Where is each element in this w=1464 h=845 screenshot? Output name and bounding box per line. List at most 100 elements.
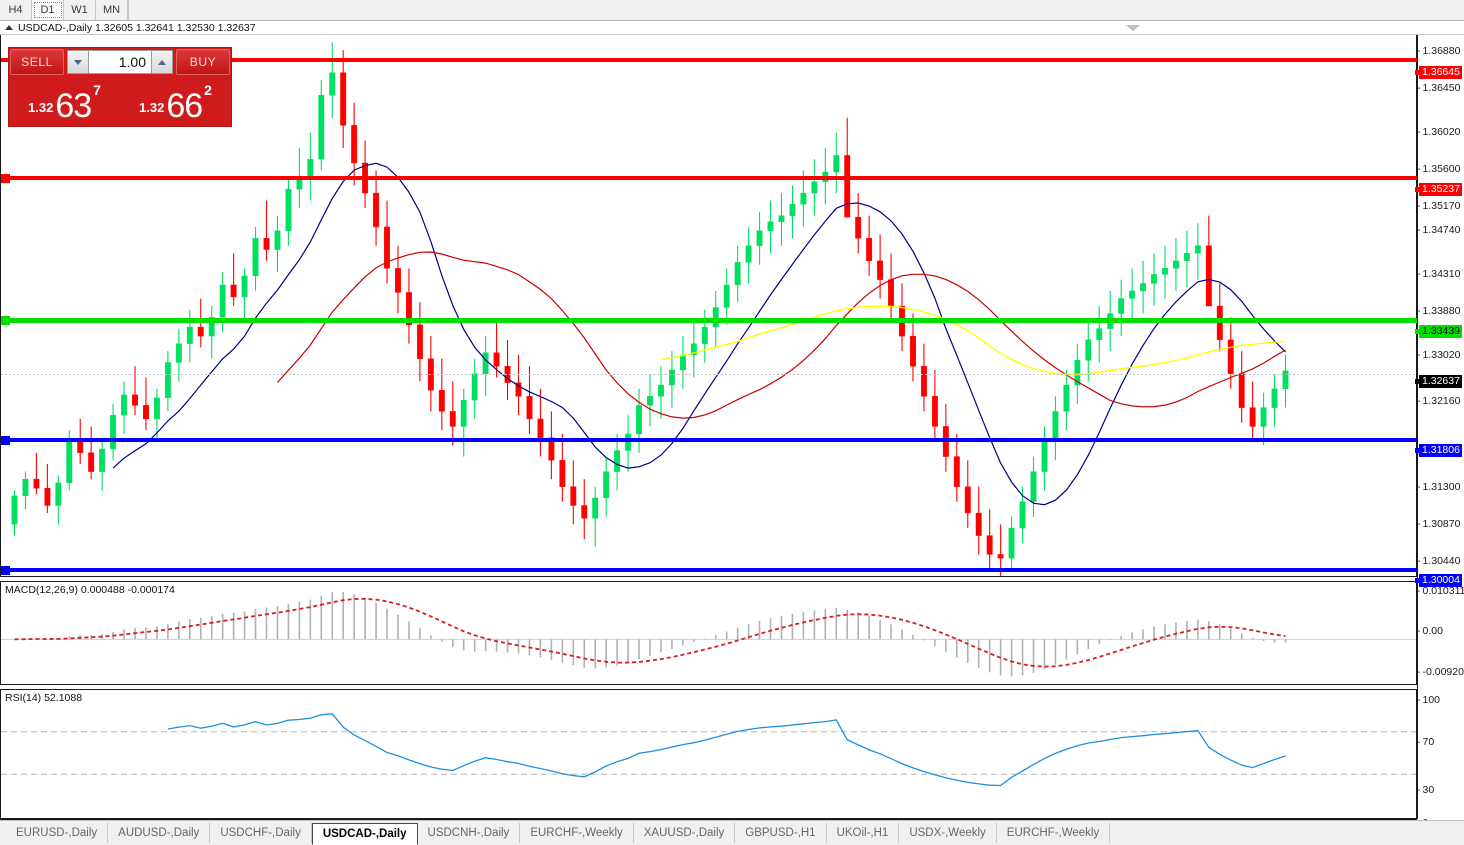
- level-marker-icon: [1415, 70, 1420, 75]
- candle-body: [186, 326, 193, 344]
- macd-indicator-pane[interactable]: MACD(12,26,9) 0.000488 -0.000174: [0, 581, 1417, 685]
- volume-stepper[interactable]: 1.00: [67, 50, 173, 74]
- one-click-trading-panel[interactable]: SELL 1.00 BUY 1.32 63: [8, 47, 232, 127]
- buy-button[interactable]: BUY: [176, 49, 230, 75]
- chart-tab-gbpusd--h1[interactable]: GBPUSD-,H1: [735, 823, 827, 843]
- rsi-tick-label: -30: [1417, 784, 1435, 796]
- candle-body: [1173, 260, 1179, 269]
- chevron-down-icon[interactable]: [1126, 25, 1140, 31]
- buy-price-main: 66: [166, 87, 203, 125]
- buy-price-fraction: 2: [204, 82, 212, 98]
- candle-body: [99, 448, 106, 472]
- candle-body: [1030, 471, 1037, 502]
- buy-price-display[interactable]: 1.32 66 2: [121, 76, 230, 125]
- price-tick-label: -1.33880: [1417, 305, 1461, 317]
- candle-body: [1008, 527, 1015, 559]
- price-level-badge[interactable]: 1.33439: [1415, 325, 1462, 338]
- level-line-1-30004[interactable]: [1, 568, 1417, 572]
- candle-body: [1249, 407, 1256, 427]
- candle-body: [285, 189, 292, 231]
- chart-tab-usdcnh--daily[interactable]: USDCNH-,Daily: [418, 823, 521, 843]
- timeframe-label: W1: [71, 4, 88, 16]
- level-anchor-1-30004[interactable]: [1, 566, 10, 575]
- candle-body: [318, 95, 325, 160]
- candle-body: [175, 343, 182, 363]
- level-line-1-36645[interactable]: [1, 58, 1417, 62]
- buy-button-label: BUY: [189, 55, 217, 69]
- price-pane-border: [1416, 35, 1417, 577]
- candle-body: [811, 181, 818, 194]
- candle-body: [1194, 245, 1201, 254]
- price-level-badge[interactable]: 1.32637: [1415, 375, 1462, 388]
- candle-body: [1260, 407, 1267, 427]
- timeframe-button-mn[interactable]: MN: [96, 0, 128, 20]
- candle-body: [690, 343, 697, 356]
- macd-signal-line: [14, 597, 1286, 668]
- candle-body: [1162, 268, 1168, 275]
- candle-body: [581, 505, 588, 519]
- rsi-indicator-pane[interactable]: RSI(14) 52.1088: [0, 689, 1417, 819]
- sell-button[interactable]: SELL: [10, 49, 64, 75]
- price-level-badge[interactable]: 1.31806: [1415, 444, 1462, 457]
- level-line-1-33439[interactable]: [1, 318, 1417, 323]
- level-anchor-1-33439[interactable]: [1, 316, 10, 325]
- level-line-1-31806[interactable]: [1, 438, 1417, 442]
- moving-average-slow-line: [660, 305, 1286, 376]
- candle-body: [406, 292, 412, 326]
- candle-body: [1140, 283, 1147, 292]
- candle-body: [55, 482, 62, 506]
- candle-body: [1019, 501, 1026, 529]
- price-level-badge[interactable]: 1.36645: [1415, 66, 1462, 79]
- volume-decrease-button[interactable]: [68, 51, 89, 73]
- chart-tab-audusd--daily[interactable]: AUDUSD-,Daily: [108, 823, 211, 843]
- candle-body: [252, 238, 259, 277]
- chart-tab-usdchf--daily[interactable]: USDCHF-,Daily: [210, 823, 312, 843]
- timeframe-label: MN: [102, 4, 121, 16]
- volume-increase-button[interactable]: [151, 51, 172, 73]
- volume-input[interactable]: 1.00: [89, 51, 151, 73]
- candle-body: [537, 418, 544, 438]
- chart-tab-xauusd--daily[interactable]: XAUUSD-,Daily: [634, 823, 736, 843]
- restore-arrow-icon[interactable]: [5, 25, 13, 30]
- level-marker-icon: [1415, 448, 1420, 453]
- price-chart-pane[interactable]: [0, 35, 1417, 577]
- candle-body: [219, 284, 226, 318]
- sell-price-display[interactable]: 1.32 63 7: [10, 76, 119, 125]
- timeframe-button-d1[interactable]: D1: [32, 0, 64, 20]
- chart-tab-eurusd--daily[interactable]: EURUSD-,Daily: [6, 823, 109, 843]
- timeframe-toolbar: H4 D1 W1 MN: [0, 0, 1464, 21]
- price-tick-label: -1.35170: [1417, 200, 1461, 212]
- moving-average-fast-line: [112, 162, 1286, 506]
- level-anchor-1-35237[interactable]: [1, 174, 10, 183]
- candle-body: [274, 230, 281, 250]
- candle-body: [493, 352, 500, 367]
- candle-body: [230, 284, 237, 298]
- candle-body: [515, 382, 522, 397]
- price-tick-label: -1.30440: [1417, 555, 1461, 567]
- candle-body: [1282, 370, 1289, 390]
- price-scale-axis[interactable]: -1.36880 -1.36450 -1.36020 -1.35600 -1.35170…: [1415, 35, 1464, 829]
- candle-body: [997, 554, 1004, 559]
- candle-body: [1151, 274, 1157, 284]
- price-level-badge[interactable]: 1.30004: [1415, 574, 1462, 587]
- chart-tab-eurchf--weekly[interactable]: EURCHF-,Weekly: [997, 823, 1111, 843]
- chart-tab-usdx--weekly[interactable]: USDX-,Weekly: [899, 823, 997, 843]
- level-line-1-35237[interactable]: [1, 176, 1417, 180]
- candle-body: [66, 441, 73, 484]
- candle-body: [701, 326, 708, 344]
- chart-window: USDCAD-,Daily 1.32605 1.32641 1.32530 1.…: [0, 21, 1464, 840]
- timeframe-button-w1[interactable]: W1: [64, 0, 96, 20]
- timeframe-button-h4[interactable]: H4: [0, 0, 32, 20]
- chart-tab-eurchf--weekly[interactable]: EURCHF-,Weekly: [520, 823, 634, 843]
- candle-body: [975, 512, 982, 536]
- candle-body: [1052, 411, 1059, 442]
- buy-price-prefix: 1.32: [139, 100, 165, 115]
- price-tick-label: -1.31300: [1417, 481, 1461, 493]
- chart-tab-ukoil--h1[interactable]: UKOil-,H1: [827, 823, 900, 843]
- macd-label: MACD(12,26,9) 0.000488 -0.000174: [5, 584, 175, 596]
- rsi-plot: [1, 713, 1416, 787]
- level-anchor-1-31806[interactable]: [1, 436, 10, 445]
- one-click-trading-prices: 1.32 63 7 1.32 66 2: [9, 76, 231, 126]
- chart-tab-usdcad--daily[interactable]: USDCAD-,Daily: [311, 823, 418, 845]
- price-level-badge[interactable]: 1.35237: [1415, 183, 1462, 196]
